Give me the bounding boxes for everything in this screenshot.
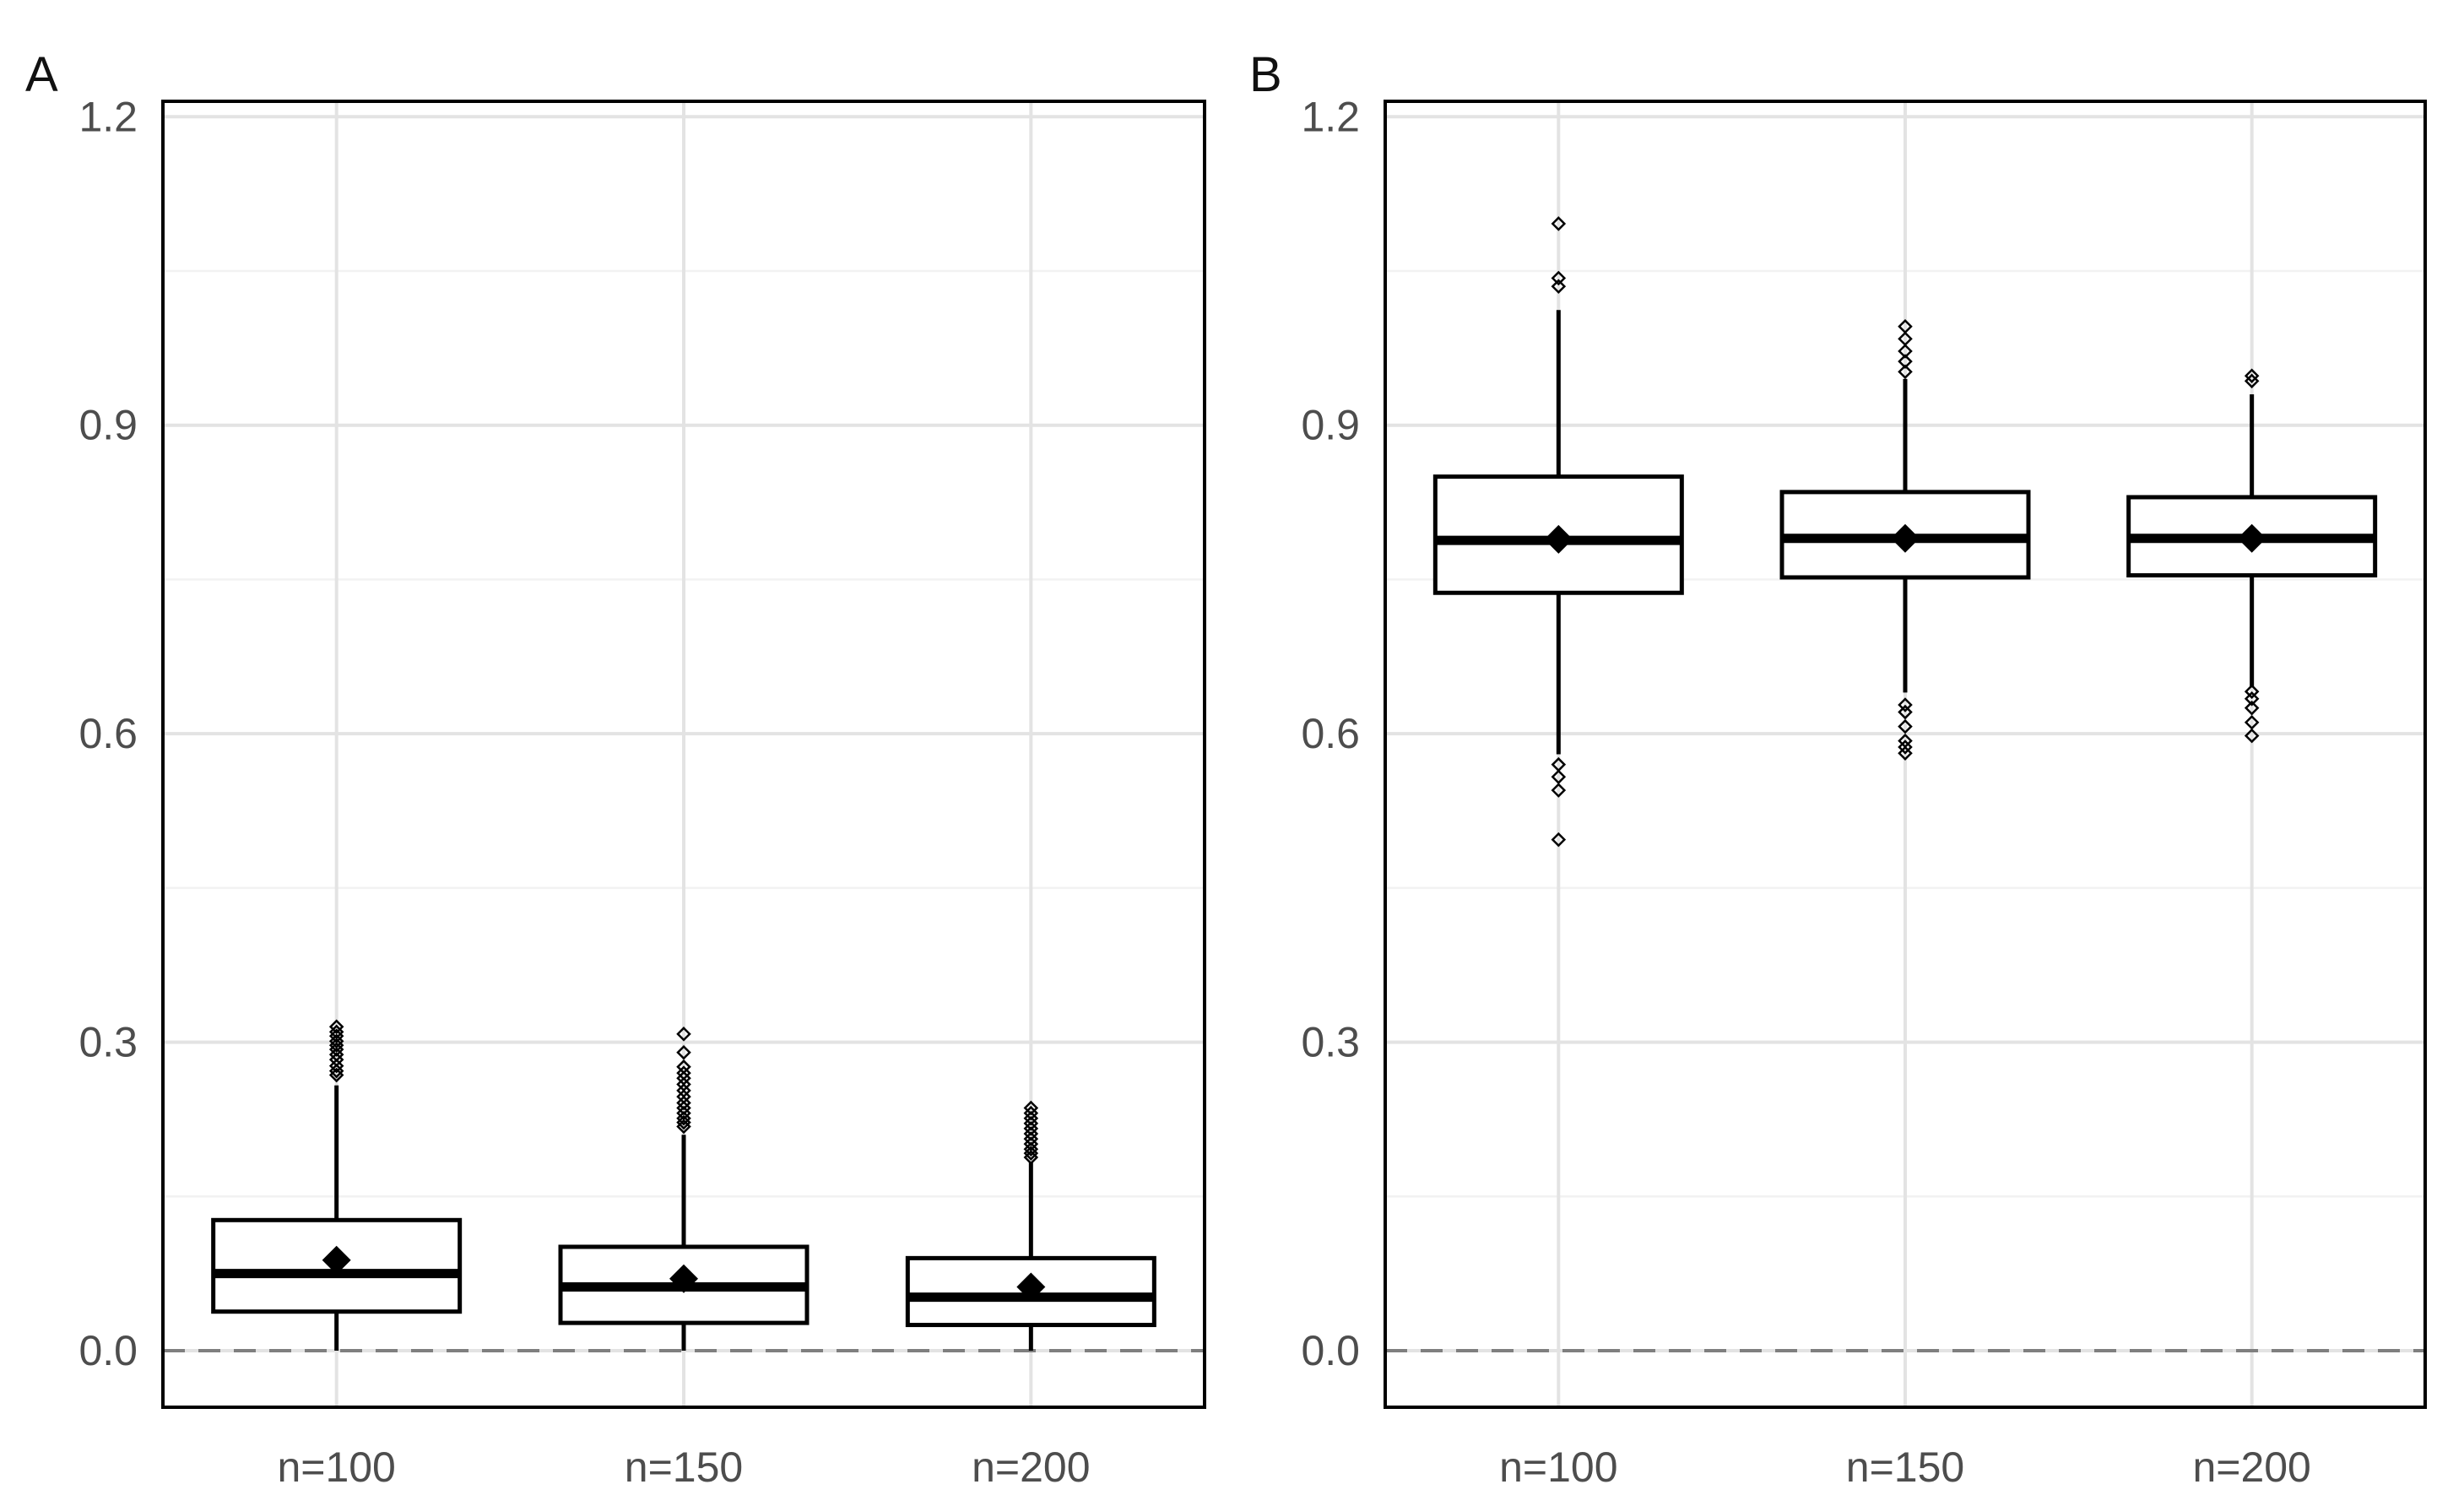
y-tick-label: 0.6 xyxy=(1301,710,1360,757)
outlier-point xyxy=(2244,714,2260,730)
x-tick-label: n=200 xyxy=(972,1444,1090,1491)
mean-marker xyxy=(2237,523,2266,553)
x-tick-label: n=200 xyxy=(2192,1444,2310,1491)
iqr-box xyxy=(1432,474,1684,595)
outlier-point xyxy=(1898,733,1913,749)
outlier-point xyxy=(676,1065,691,1081)
outlier-point xyxy=(1898,318,1913,334)
plot-frame xyxy=(1384,100,2427,1409)
boxplot-1 xyxy=(211,1019,463,1352)
panel-letter: B xyxy=(1249,47,1282,102)
outlier-point xyxy=(676,1044,691,1060)
plot-frame xyxy=(161,100,1206,1409)
outlier-point xyxy=(1551,270,1567,286)
y-tick-label: 0.9 xyxy=(79,402,138,449)
outlier-point xyxy=(1551,769,1567,785)
y-tick-label: 0.3 xyxy=(1301,1019,1360,1066)
outlier-point xyxy=(1898,354,1913,369)
outlier-point xyxy=(1898,697,1913,712)
mean-marker xyxy=(1544,524,1573,554)
boxplot-2 xyxy=(1779,318,2031,761)
outlier-point xyxy=(1551,783,1567,798)
outlier-point xyxy=(2244,684,2260,699)
outlier-point xyxy=(1551,756,1567,772)
outlier-point xyxy=(1898,704,1913,720)
outlier-point xyxy=(1551,279,1567,295)
x-tick-label: n=100 xyxy=(1499,1444,1617,1491)
outlier-point xyxy=(676,1083,691,1098)
panel-a: 0.0 0.3 0.6 0.9 1.2 n=100 n=150 n=200 A xyxy=(25,47,1206,1491)
outlier-point xyxy=(676,1059,691,1075)
outlier-point xyxy=(1898,331,1913,347)
boxplot-1 xyxy=(1432,216,1684,848)
outlier-point xyxy=(328,1058,344,1074)
mean-marker xyxy=(1016,1272,1046,1302)
outlier-point xyxy=(328,1019,344,1035)
outlier-point xyxy=(2244,368,2260,384)
x-tick-label: n=150 xyxy=(625,1444,743,1491)
outlier-point xyxy=(2244,691,2260,707)
outlier-point xyxy=(1898,364,1913,380)
outlier-point xyxy=(676,1089,691,1104)
mean-marker xyxy=(669,1264,698,1293)
mean-marker xyxy=(1891,523,1920,553)
y-tick-label: 1.2 xyxy=(1301,93,1360,140)
outlier-point xyxy=(1551,832,1567,848)
y-tick-label: 0.6 xyxy=(79,710,138,757)
outlier-point xyxy=(1898,745,1913,761)
panel-letter: A xyxy=(25,47,58,102)
outlier-point xyxy=(1898,739,1913,755)
mean-marker xyxy=(322,1245,351,1275)
y-tick-label: 1.2 xyxy=(79,93,138,140)
x-tick-label: n=150 xyxy=(1846,1444,1964,1491)
outlier-point xyxy=(676,1095,691,1111)
x-tick-label: n=100 xyxy=(277,1444,395,1491)
panel-b: 0.0 0.3 0.6 0.9 1.2 n=100 n=150 n=200 B xyxy=(1249,47,2427,1491)
boxplot-3 xyxy=(905,1100,1156,1352)
outlier-point xyxy=(1023,1100,1039,1116)
outlier-point xyxy=(676,1027,691,1042)
outlier-point xyxy=(676,1076,691,1092)
boxplot-2 xyxy=(558,1027,810,1352)
outlier-point xyxy=(2244,728,2260,744)
y-tick-label: 0.9 xyxy=(1301,402,1360,449)
outlier-point xyxy=(1898,344,1913,359)
outlier-point xyxy=(1551,216,1567,231)
y-tick-label: 0.0 xyxy=(1301,1327,1360,1374)
boxplot-3 xyxy=(2126,368,2378,744)
y-tick-label: 0.3 xyxy=(79,1019,138,1066)
y-tick-label: 0.0 xyxy=(79,1327,138,1374)
outlier-point xyxy=(2244,700,2260,716)
outlier-point xyxy=(1898,718,1913,734)
